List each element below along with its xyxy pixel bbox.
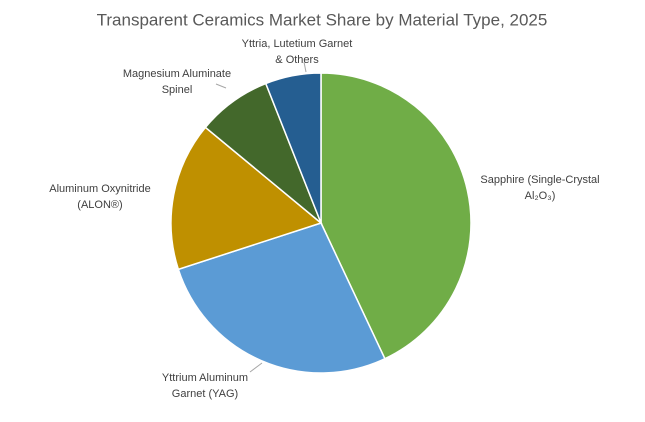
pie-slice bbox=[177, 222, 386, 374]
chart-title: Transparent Ceramics Market Share by Mat… bbox=[97, 10, 548, 29]
leader-line bbox=[303, 61, 307, 73]
slice-label: Garnet (YAG) bbox=[172, 388, 238, 400]
pie-slice bbox=[264, 72, 322, 224]
slice-label: Sapphire (Single-Crystal bbox=[480, 174, 599, 186]
leader-line bbox=[215, 83, 227, 89]
slice-label: Spinel bbox=[162, 84, 193, 96]
pie-slice bbox=[170, 126, 323, 271]
slice-label: Yttrium Aluminum bbox=[162, 372, 248, 384]
slice-label: & Others bbox=[275, 54, 319, 66]
slice-label: (ALON®) bbox=[77, 199, 122, 211]
leader-line bbox=[249, 362, 263, 373]
slice-label: Magnesium Aluminate bbox=[123, 68, 231, 80]
slice-label: Aluminum Oxynitride bbox=[49, 183, 150, 195]
slice-label: Al₂O₃) bbox=[525, 190, 556, 202]
pie-slice bbox=[320, 72, 472, 360]
slice-label: Yttria, Lutetium Garnet bbox=[242, 38, 353, 50]
